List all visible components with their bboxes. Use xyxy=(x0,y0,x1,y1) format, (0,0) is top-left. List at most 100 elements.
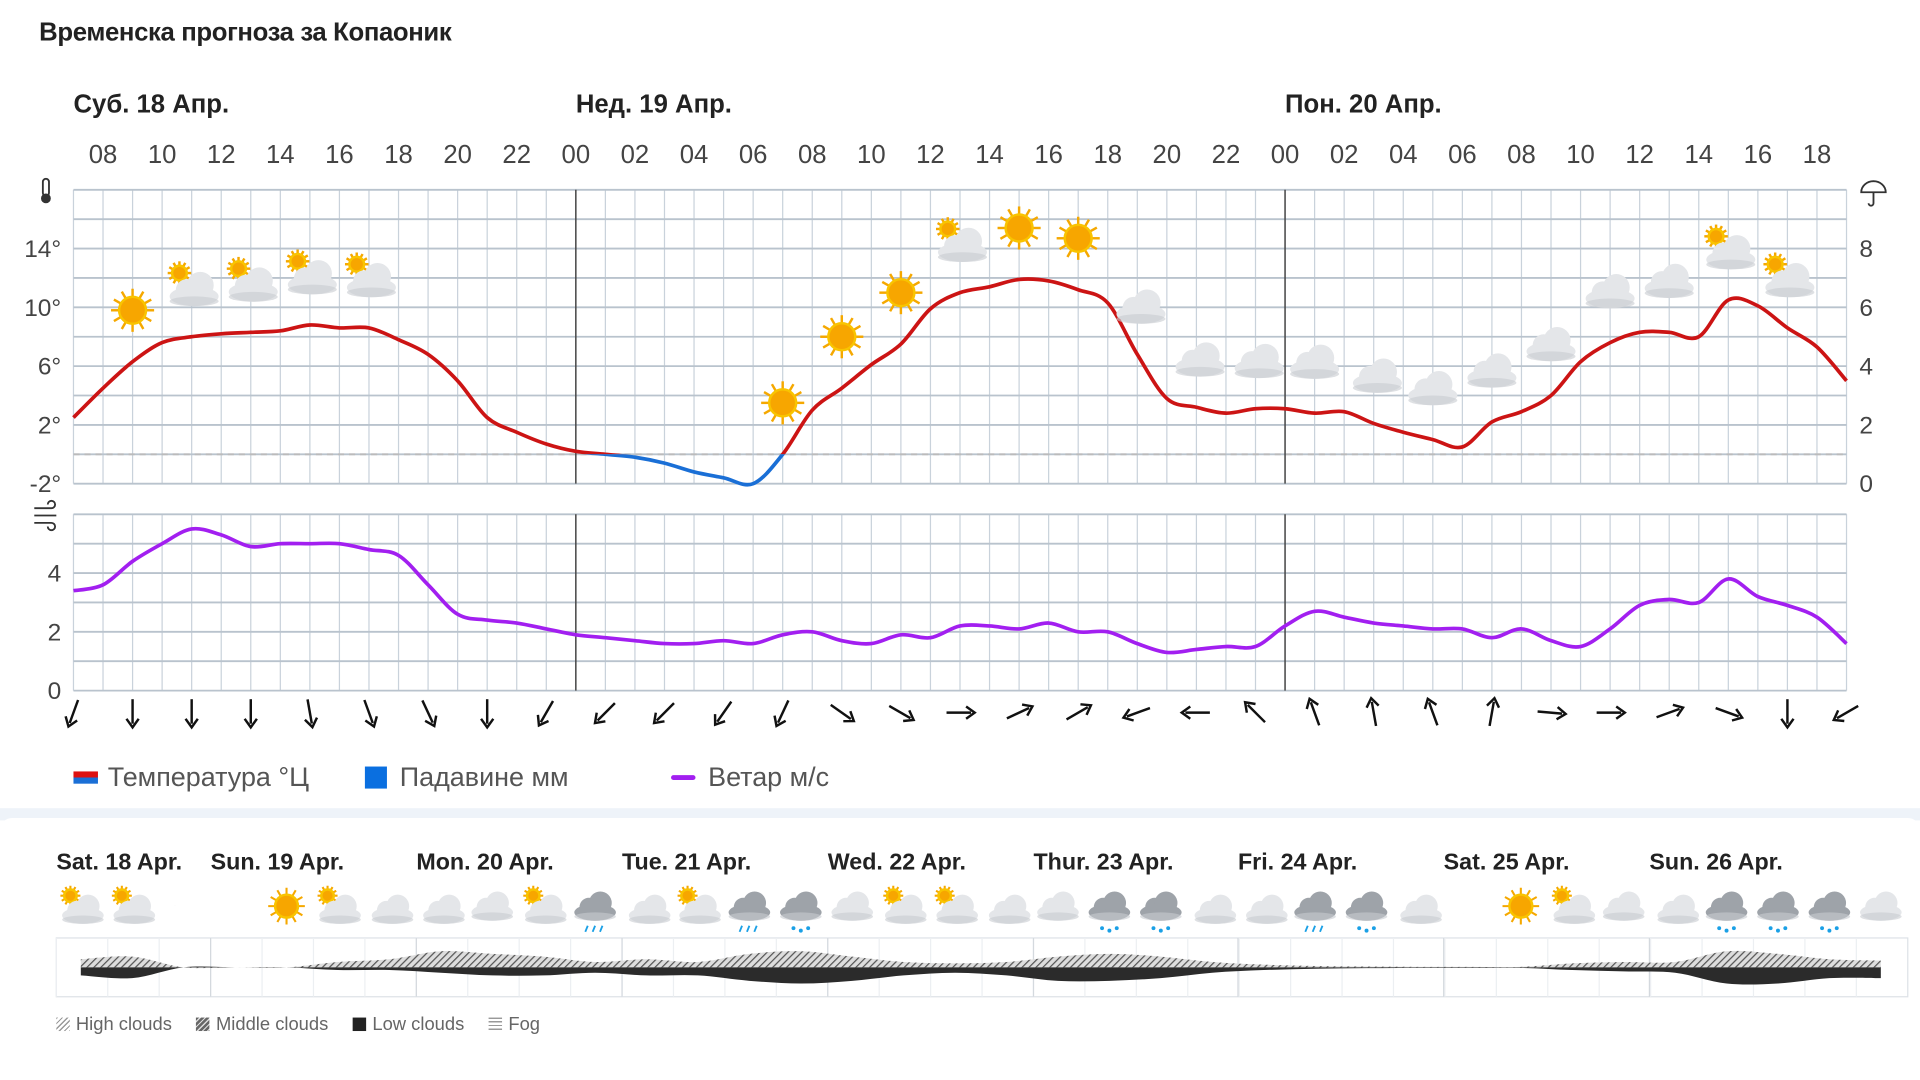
legend-wind[interactable]: Ветар м/с xyxy=(671,762,829,794)
week-icon-snow xyxy=(1705,891,1748,933)
week-icon-moon-cloud xyxy=(1657,886,1700,924)
hour-label: 08 xyxy=(798,141,827,169)
cloud-icon xyxy=(628,894,671,924)
snowflake-icon xyxy=(1166,926,1171,931)
moon-icon xyxy=(1117,279,1129,302)
hour-label: 14 xyxy=(266,141,295,169)
week-day-label: Thur. 23 Apr. xyxy=(1033,848,1173,874)
wind-direction-arrow xyxy=(304,699,319,730)
rain-drop-icon xyxy=(738,925,743,933)
legend-precipitation[interactable]: Падавине мм xyxy=(365,762,569,794)
cloud-icon xyxy=(113,894,156,924)
snowflake-icon xyxy=(1107,928,1112,933)
cloud-icon xyxy=(228,267,278,302)
wind-direction-arrow xyxy=(1179,705,1210,720)
moon-icon xyxy=(629,886,639,906)
moon-icon xyxy=(989,886,999,906)
cloud-icon xyxy=(1467,353,1517,388)
hour-label: 02 xyxy=(621,141,650,169)
cloud-icon xyxy=(287,260,337,295)
moon-icon xyxy=(372,886,382,906)
cloud-icon xyxy=(169,271,219,307)
wind-direction-arrow xyxy=(1006,703,1035,720)
sun-icon xyxy=(1704,224,1728,249)
cloud-icon xyxy=(62,894,104,924)
week-icon-cloud xyxy=(1037,891,1079,921)
chart-legend: Температура °Ц Падавине мм Ветар м/с xyxy=(73,762,885,794)
cloud-icon xyxy=(1808,891,1851,921)
temperature-tick: 14° xyxy=(24,236,61,263)
wind-direction-arrow xyxy=(1423,696,1439,726)
wind-direction-arrow xyxy=(652,702,675,725)
weather-icon-partly-cloudy xyxy=(1704,224,1756,270)
snowflake-icon xyxy=(1100,926,1105,931)
rain-drop-icon xyxy=(1319,925,1324,933)
hour-label: 18 xyxy=(1803,141,1832,169)
week-icon-snow xyxy=(1757,891,1799,933)
hour-label: 06 xyxy=(1448,141,1477,169)
week-icon-moon-cloud xyxy=(371,886,414,924)
sun-icon xyxy=(523,885,544,906)
wind-direction-arrow xyxy=(888,704,916,723)
weather-icon-cloud xyxy=(1585,274,1635,309)
snowflake-icon xyxy=(1717,926,1722,931)
wind-direction-arrow xyxy=(946,705,977,720)
weather-icon-partly-cloudy xyxy=(285,249,337,295)
week-day-label: Sun. 19 Apr. xyxy=(211,848,345,874)
hour-label: 10 xyxy=(148,141,177,169)
sun-icon xyxy=(111,885,132,906)
hour-label: 04 xyxy=(1389,141,1418,169)
cloud-legend: High clouds Middle clouds Low clouds Fog xyxy=(56,1014,564,1035)
week-icon-cloud xyxy=(1602,891,1645,921)
moon-icon xyxy=(423,886,434,906)
sun-icon xyxy=(268,887,305,925)
cloud-icon xyxy=(1602,891,1645,921)
day-label: Пон. 20 Апр. xyxy=(1285,91,1442,119)
snowflake-icon xyxy=(1834,926,1839,931)
snowflake-icon xyxy=(1827,928,1832,933)
day-label: Нед. 19 Апр. xyxy=(576,91,732,119)
wind-direction-arrow xyxy=(1121,706,1151,722)
moon-icon xyxy=(713,411,728,442)
week-icon-sun xyxy=(268,887,305,925)
weather-icon-cloud xyxy=(1408,371,1458,406)
legend-temperature[interactable]: Температура °Ц xyxy=(73,762,309,794)
hour-label: 16 xyxy=(1744,141,1773,169)
forecast-chart: Суб. 18 Апр. Нед. 19 Апр. Пон. 20 Апр. 08 10… xyxy=(24,91,1887,730)
precipitation-tick: 8 xyxy=(1859,236,1873,263)
legend-high-label: High clouds xyxy=(75,1013,172,1035)
hour-label: 14 xyxy=(975,141,1004,169)
wind-grid xyxy=(72,513,1848,692)
moon-icon xyxy=(1460,893,1474,919)
moon-icon xyxy=(1246,886,1257,906)
cloud-icon xyxy=(471,891,514,921)
precipitation-tick: 4 xyxy=(1859,354,1873,381)
week-icon-cloud xyxy=(831,891,874,921)
cloud-icon xyxy=(1234,343,1284,379)
week-icon-cloud xyxy=(471,891,514,921)
precipitation-tick: 6 xyxy=(1859,295,1873,322)
cloud-icon xyxy=(1400,894,1442,924)
weather-icon-partly-cloudy xyxy=(226,256,278,302)
day-label: Суб. 18 Апр. xyxy=(73,91,229,119)
wind-direction-arrow xyxy=(593,702,616,725)
weather-icon-cloud xyxy=(1526,326,1576,362)
hour-label: 16 xyxy=(325,141,354,169)
cloud-icon xyxy=(1757,891,1799,921)
sun-icon xyxy=(1056,216,1100,260)
hour-label: 22 xyxy=(502,141,531,169)
cloud-icon xyxy=(346,263,396,298)
snowflake-icon xyxy=(1768,926,1773,931)
wind-direction-arrow xyxy=(184,699,199,730)
middle-clouds-swatch xyxy=(196,1017,210,1032)
wind-direction-arrow xyxy=(1596,705,1627,720)
week-icon-sun xyxy=(1502,887,1540,925)
cloud-icon xyxy=(1116,289,1166,324)
legend-middle-label: Middle clouds xyxy=(215,1013,329,1035)
hour-label: 02 xyxy=(1330,141,1359,169)
hour-label: 14 xyxy=(1684,141,1713,169)
weekly-panel: Sat. 18 Apr. Sun. 19 Apr. Mon. 20 Apr. Tue.… xyxy=(0,817,1920,1080)
hour-label: 00 xyxy=(562,141,591,169)
sun-icon xyxy=(1502,887,1540,925)
